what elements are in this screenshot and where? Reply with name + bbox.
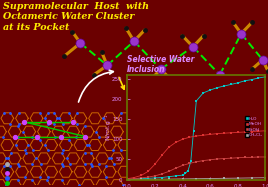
Text: Selective Water
Inclusion: Selective Water Inclusion — [127, 55, 195, 74]
Text: Supramolecular  Host  with
Octameric Water Cluster
at its Pocket: Supramolecular Host with Octameric Water… — [3, 2, 149, 32]
Y-axis label: N/ml.g⁻¹: N/ml.g⁻¹ — [105, 114, 110, 140]
Legend: H₂O, MeOH, EtOH, CH₂Cl₂: H₂O, MeOH, EtOH, CH₂Cl₂ — [245, 117, 263, 138]
FancyArrowPatch shape — [79, 70, 113, 102]
